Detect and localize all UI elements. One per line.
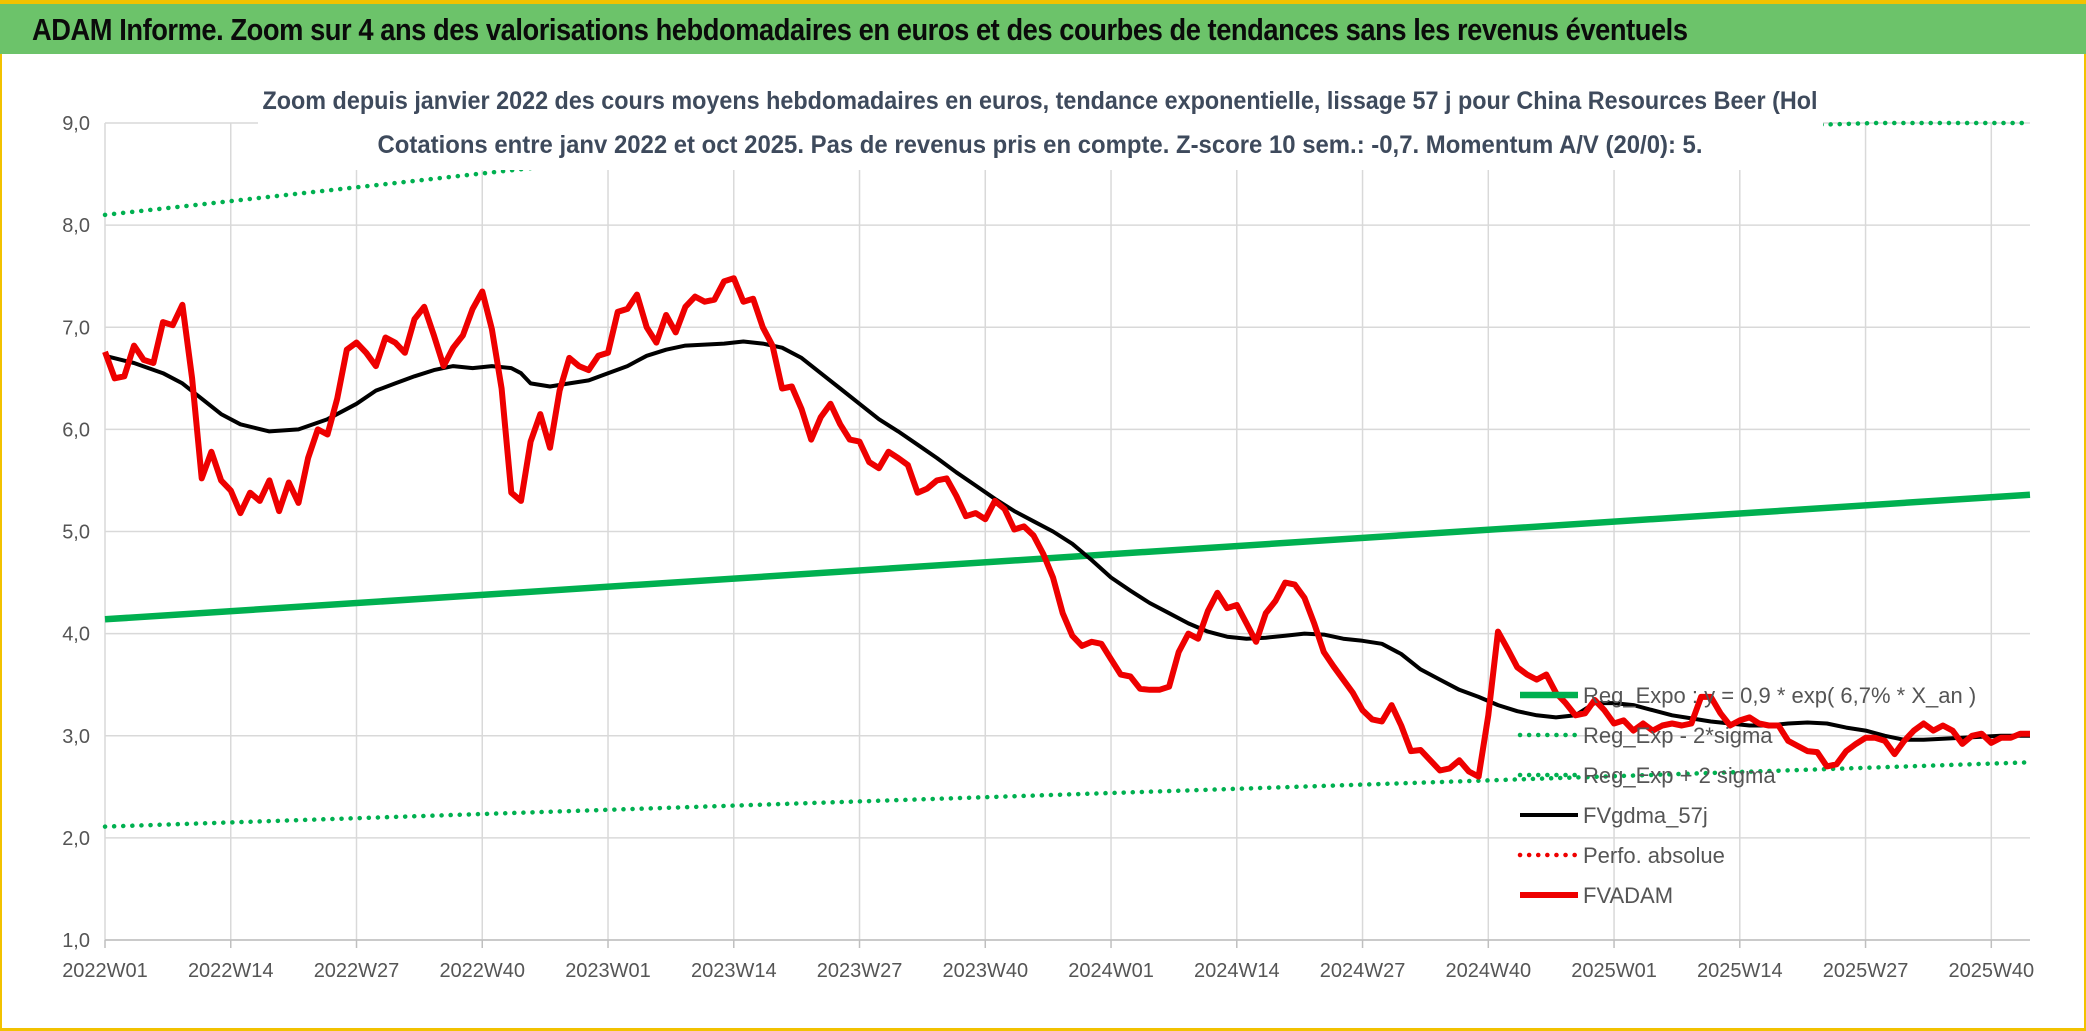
chart-title-line1: Zoom depuis janvier 2022 des cours moyen… <box>263 87 1818 115</box>
page-title: ADAM Informe. Zoom sur 4 ans des valoris… <box>32 12 1688 47</box>
x-axis-ticks: 2022W01 2022W14 2022W27 2022W40 2023W01 2023W… <box>62 960 2034 982</box>
header-band: ADAM Informe. Zoom sur 4 ans des valoris… <box>0 0 2086 54</box>
series-line-0 <box>104 491 2031 623</box>
y-tick-label: 7,0 <box>62 317 90 339</box>
x-tick-label: 2023W27 <box>817 960 903 982</box>
legend: Reg_Expo : y = 0,9 * exp( 6,7% * X_an ) R… <box>1517 683 1976 908</box>
y-axis-ticks: 1,0 2,0 3,0 4,0 5,0 6,0 7,0 8,0 9,0 <box>62 113 90 952</box>
x-tick-label: 2022W27 <box>314 960 400 982</box>
x-tick-label: 2024W01 <box>1068 960 1154 982</box>
x-tick-label: 2023W14 <box>691 960 777 982</box>
subtitle-background <box>258 74 1823 170</box>
x-tick-label: 2023W01 <box>565 960 651 982</box>
x-tick-label: 2025W14 <box>1697 960 1783 982</box>
chart-title-line2: Cotations entre janv 2022 et oct 2025. P… <box>378 131 1703 159</box>
y-tick-label: 5,0 <box>62 522 90 544</box>
legend-label: Reg_Exp - 2*sigma <box>1583 723 1773 748</box>
legend-label: Reg_Exp + 2 sigma <box>1583 763 1776 788</box>
x-tick-label: 2024W27 <box>1320 960 1406 982</box>
y-tick-label: 3,0 <box>62 726 90 748</box>
y-tick-label: 8,0 <box>62 215 90 237</box>
y-tick-label: 2,0 <box>62 828 90 850</box>
x-tick-label: 2025W27 <box>1823 960 1909 982</box>
series-layer <box>102 120 2033 829</box>
x-tick-label: 2024W14 <box>1194 960 1280 982</box>
series-line-1 <box>102 760 2033 829</box>
grid-lines <box>104 122 2030 948</box>
legend-label: Reg_Expo : y = 0,9 * exp( 6,7% * X_an ) <box>1583 683 1976 708</box>
y-tick-label: 6,0 <box>62 419 90 441</box>
series-line-5 <box>102 275 2030 780</box>
x-tick-label: 2022W14 <box>188 960 274 982</box>
legend-label: FVADAM <box>1583 883 1673 908</box>
series-line-3 <box>104 339 2030 742</box>
y-tick-label: 4,0 <box>62 624 90 646</box>
y-tick-label: 9,0 <box>62 113 90 135</box>
legend-label: Perfo. absolue <box>1583 843 1725 868</box>
x-tick-label: 2025W40 <box>1948 960 2034 982</box>
legend-label: FVgdma_57j <box>1583 803 1708 828</box>
x-tick-label: 2023W40 <box>942 960 1028 982</box>
x-tick-label: 2025W01 <box>1571 960 1657 982</box>
y-tick-label: 1,0 <box>62 930 90 952</box>
x-tick-label: 2022W01 <box>62 960 148 982</box>
x-tick-label: 2022W40 <box>439 960 525 982</box>
x-tick-label: 2024W40 <box>1445 960 1531 982</box>
